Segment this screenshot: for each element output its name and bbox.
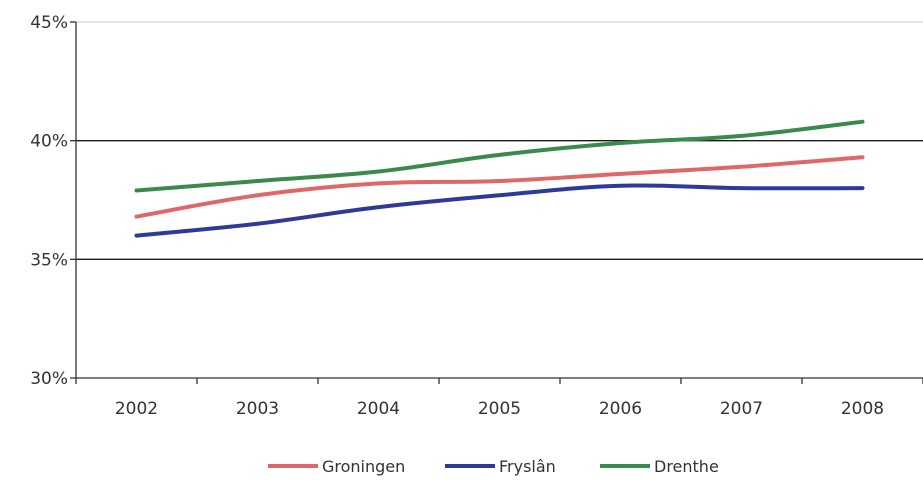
series-line-drenthe: [134, 119, 865, 193]
x-tick-label: 2002: [115, 399, 158, 419]
series-line-frysl-n: [134, 183, 865, 238]
series-lines: [134, 119, 865, 238]
x-tick-label: 2006: [599, 399, 642, 419]
x-tick-label: 2007: [720, 399, 763, 419]
legend-label-frysl-n: Fryslân: [499, 457, 556, 476]
x-tick-label: 2005: [478, 399, 521, 419]
legend-label-drenthe: Drenthe: [654, 457, 719, 476]
x-tick-label: 2003: [236, 399, 279, 419]
y-tick-label: 35%: [30, 250, 68, 270]
y-tick-label: 45%: [30, 13, 68, 33]
x-tick-label: 2004: [357, 399, 400, 419]
y-tick-label: 30%: [30, 369, 68, 389]
y-axis-ticks: 30% 35% 40% 45%: [30, 13, 76, 389]
x-axis-ticks: 2002 2003 2004 2005 2006 2007 2008: [75, 378, 923, 419]
gridlines: [76, 21, 923, 260]
legend: Groningen Fryslân Drenthe: [268, 457, 719, 476]
legend-label-groningen: Groningen: [322, 457, 405, 476]
axes: [75, 22, 923, 379]
series-line-groningen: [134, 155, 865, 219]
x-tick-label: 2008: [841, 399, 884, 419]
y-tick-label: 40%: [30, 132, 68, 152]
